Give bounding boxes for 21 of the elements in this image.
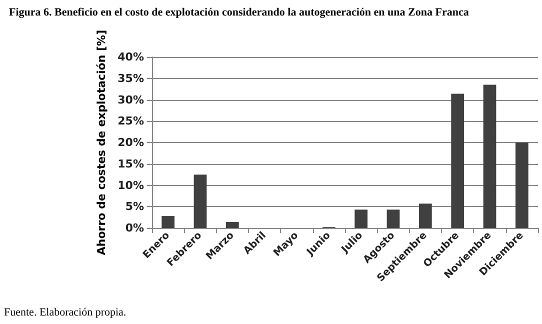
y-tick-label: 25% bbox=[118, 114, 144, 128]
y-tick-label: 30% bbox=[118, 93, 144, 106]
bar bbox=[354, 210, 368, 228]
bar bbox=[515, 142, 528, 228]
y-tick-label: 0% bbox=[125, 222, 144, 234]
chart-title: Figura 6. Beneficio en el costo de explotación considerando la autogeneración en una Zona Franca bbox=[9, 6, 470, 18]
bar bbox=[162, 216, 175, 228]
bar bbox=[483, 84, 496, 228]
y-tick-label: 10% bbox=[118, 178, 144, 192]
bar bbox=[226, 222, 239, 228]
bar bbox=[386, 210, 400, 228]
y-tick-label: 20% bbox=[118, 136, 144, 149]
y-tick-label: 5% bbox=[125, 200, 144, 214]
y-tick-label: 40% bbox=[118, 50, 144, 64]
y-tick-label: 15% bbox=[118, 157, 144, 170]
bar bbox=[194, 174, 207, 228]
bar bbox=[418, 204, 432, 228]
y-tick-label: 35% bbox=[118, 72, 144, 85]
bar bbox=[451, 94, 464, 228]
y-axis-title: Ahorro de costes de explotación [%] bbox=[94, 30, 108, 256]
source-note: Fuente. Elaboración propia. bbox=[4, 306, 126, 318]
